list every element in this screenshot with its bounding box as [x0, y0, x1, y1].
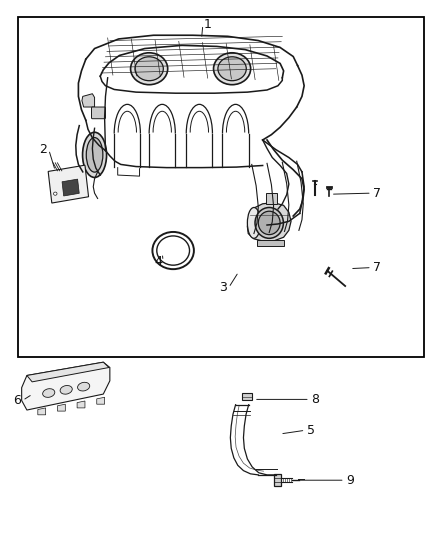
Ellipse shape — [135, 57, 163, 80]
Text: 1: 1 — [204, 18, 212, 31]
Bar — [258, 240, 284, 246]
Ellipse shape — [214, 53, 251, 85]
Text: 7: 7 — [373, 261, 381, 274]
Ellipse shape — [60, 385, 72, 394]
Polygon shape — [38, 408, 46, 415]
Ellipse shape — [258, 211, 280, 235]
Polygon shape — [77, 401, 85, 408]
Ellipse shape — [86, 138, 103, 172]
Polygon shape — [27, 362, 109, 382]
Polygon shape — [97, 397, 105, 404]
Polygon shape — [57, 404, 65, 411]
Ellipse shape — [218, 57, 246, 80]
Text: 9: 9 — [346, 474, 354, 487]
Ellipse shape — [82, 132, 106, 177]
Ellipse shape — [247, 207, 261, 238]
Bar — [266, 193, 277, 204]
Ellipse shape — [53, 192, 57, 195]
Polygon shape — [21, 362, 110, 410]
Bar — [18, 17, 424, 357]
Text: 4: 4 — [154, 255, 162, 268]
Text: 8: 8 — [311, 393, 319, 406]
Ellipse shape — [131, 53, 168, 85]
Text: 6: 6 — [13, 394, 21, 407]
Ellipse shape — [78, 382, 90, 391]
Ellipse shape — [42, 389, 55, 398]
Text: 7: 7 — [373, 187, 381, 200]
Ellipse shape — [255, 207, 283, 238]
Bar — [274, 474, 282, 486]
Polygon shape — [62, 179, 79, 196]
Text: 5: 5 — [307, 424, 314, 437]
Polygon shape — [82, 94, 95, 107]
Polygon shape — [247, 203, 291, 241]
Text: 2: 2 — [39, 143, 47, 156]
FancyBboxPatch shape — [92, 107, 106, 119]
Polygon shape — [48, 165, 88, 203]
Text: 3: 3 — [219, 281, 227, 294]
Bar — [242, 393, 252, 400]
